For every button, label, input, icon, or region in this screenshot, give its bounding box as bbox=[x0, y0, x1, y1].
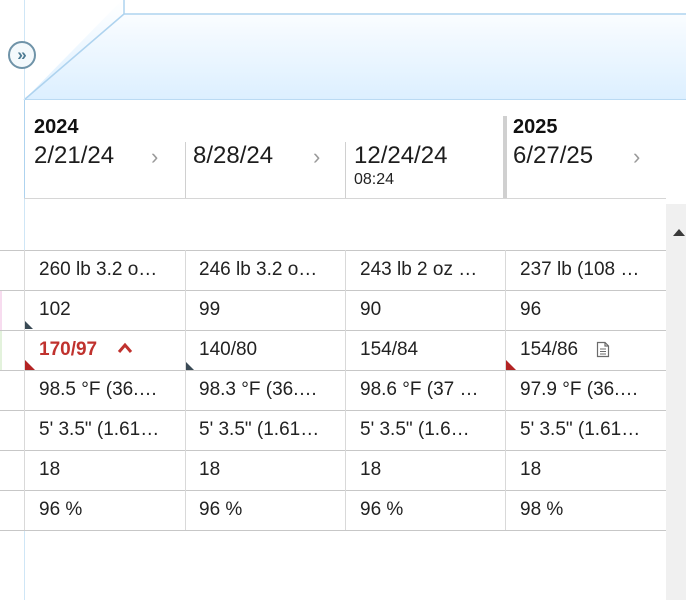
comment-corner-marker bbox=[186, 362, 194, 370]
comment-corner-marker bbox=[25, 321, 33, 329]
row-marker bbox=[0, 331, 2, 370]
grid-column-line bbox=[24, 250, 25, 530]
column-header-1[interactable]: 2024 2/21/24 › bbox=[34, 113, 184, 198]
row-line bbox=[0, 370, 666, 371]
table-cell[interactable]: 98.6 °F (37 … bbox=[360, 379, 479, 400]
table-cell[interactable]: 97.9 °F (36.… bbox=[520, 379, 639, 400]
table-cell[interactable]: 140/80 bbox=[199, 339, 258, 360]
double-chevron-right-icon: » bbox=[17, 45, 27, 64]
table-cell[interactable]: 90 bbox=[360, 299, 382, 320]
table-cell-abnormal[interactable]: 170/97 bbox=[39, 339, 98, 360]
column-header-2[interactable]: 8/28/24 › bbox=[193, 113, 343, 198]
table-cell[interactable]: 5' 3.5" (1.61… bbox=[39, 419, 160, 440]
year-divider bbox=[503, 116, 507, 198]
column-year: 2024 bbox=[34, 116, 79, 138]
column-header-4[interactable]: 2025 6/27/25 › bbox=[513, 113, 663, 198]
abnormal-corner-marker bbox=[506, 360, 516, 370]
table-cell[interactable]: 237 lb (108 … bbox=[520, 259, 640, 280]
table-cell[interactable]: 96 bbox=[520, 299, 542, 320]
header-banner-graphic bbox=[23, 0, 686, 100]
table-cell[interactable]: 98 % bbox=[520, 499, 564, 520]
table-cell[interactable]: 243 lb 2 oz … bbox=[360, 259, 478, 280]
table-cell[interactable]: 18 bbox=[520, 459, 542, 480]
expand-sidebar-button[interactable]: » bbox=[8, 41, 36, 69]
table-cell[interactable]: 5' 3.5" (1.61… bbox=[520, 419, 641, 440]
chevron-right-icon[interactable]: › bbox=[151, 144, 159, 169]
header-left-border bbox=[24, 100, 25, 198]
row-line bbox=[0, 250, 666, 251]
column-date: 6/27/25 bbox=[513, 142, 594, 169]
row-line bbox=[0, 530, 666, 531]
grid-column-line bbox=[345, 250, 346, 530]
document-icon[interactable] bbox=[596, 341, 610, 358]
row-line bbox=[0, 410, 666, 411]
table-cell[interactable]: 96 % bbox=[39, 499, 83, 520]
table-cell[interactable]: 99 bbox=[199, 299, 221, 320]
table-cell[interactable]: 18 bbox=[39, 459, 61, 480]
table-cell[interactable]: 96 % bbox=[199, 499, 243, 520]
header-bottom-line bbox=[24, 198, 666, 199]
high-arrow-icon bbox=[117, 342, 133, 353]
table-cell[interactable]: 96 % bbox=[360, 499, 404, 520]
column-header-3[interactable]: 12/24/24 08:24 bbox=[354, 113, 502, 198]
row-marker bbox=[0, 291, 2, 330]
chevron-right-icon[interactable]: › bbox=[313, 144, 321, 169]
table-cell[interactable]: 18 bbox=[360, 459, 382, 480]
chevron-right-icon[interactable]: › bbox=[633, 144, 641, 169]
table-cell[interactable]: 98.5 °F (36.… bbox=[39, 379, 158, 400]
table-cell[interactable]: 5' 3.5" (1.61… bbox=[199, 419, 320, 440]
column-date: 8/28/24 bbox=[193, 142, 274, 169]
table-cell[interactable]: 246 lb 3.2 o… bbox=[199, 259, 318, 280]
row-line bbox=[0, 330, 666, 331]
column-year: 2025 bbox=[513, 116, 558, 138]
grid-column-line bbox=[505, 250, 506, 530]
column-date: 2/21/24 bbox=[34, 142, 115, 169]
row-line bbox=[0, 490, 666, 491]
column-date: 12/24/24 bbox=[354, 142, 448, 169]
grid-column-line bbox=[185, 250, 186, 530]
table-cell[interactable]: 5' 3.5" (1.6… bbox=[360, 419, 470, 440]
table-cell[interactable]: 98.3 °F (36.… bbox=[199, 379, 318, 400]
table-cell[interactable]: 154/86 bbox=[520, 339, 579, 360]
abnormal-corner-marker bbox=[25, 360, 35, 370]
row-line bbox=[0, 290, 666, 291]
column-divider bbox=[185, 142, 186, 198]
table-cell[interactable]: 102 bbox=[39, 299, 71, 320]
table-cell[interactable]: 18 bbox=[199, 459, 221, 480]
scroll-up-arrow-icon[interactable] bbox=[673, 229, 685, 236]
row-line bbox=[0, 450, 666, 451]
column-time: 08:24 bbox=[354, 171, 395, 188]
column-divider bbox=[345, 142, 346, 198]
vertical-scrollbar[interactable] bbox=[666, 204, 686, 600]
table-cell[interactable]: 154/84 bbox=[360, 339, 419, 360]
table-cell[interactable]: 260 lb 3.2 o… bbox=[39, 259, 158, 280]
header-banner bbox=[0, 0, 686, 100]
